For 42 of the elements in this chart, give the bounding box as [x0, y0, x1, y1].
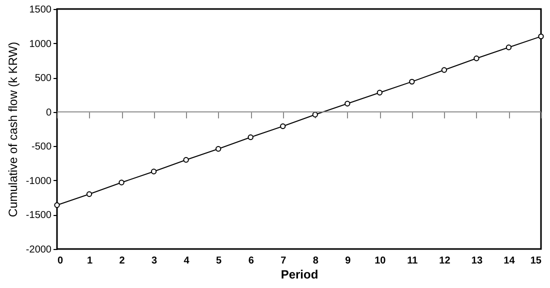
y-tick-label: -1000 [26, 176, 52, 187]
point [248, 134, 254, 140]
point [441, 67, 448, 73]
x-tick-label: 2 [119, 256, 126, 266]
point [538, 34, 544, 40]
x-tick-label: 9 [345, 256, 352, 266]
point [118, 180, 124, 186]
x-tick-label: 12 [439, 256, 451, 266]
x-tick-label: 0 [58, 256, 64, 266]
point [409, 78, 415, 85]
x-tick-label: 4 [184, 256, 190, 266]
y-tick-label: -2000 [26, 244, 52, 256]
point [54, 202, 60, 208]
point [474, 56, 480, 62]
y-tick-label: -1500 [26, 210, 52, 222]
y-tick-label: 500 [34, 73, 52, 84]
x-tick-label: 13 [471, 256, 483, 266]
x-tick-label: 5 [216, 256, 222, 266]
x-tick-label: 11 [407, 256, 418, 266]
x-tick-label: 10 [374, 256, 386, 266]
x-tick-label: 6 [248, 256, 254, 266]
y-tick-label: 1500 [29, 4, 52, 16]
x-tick-label: 3 [152, 256, 158, 266]
x-tick-label: 14 [504, 256, 516, 266]
x-tick-label: 1 [86, 256, 93, 266]
x-tick-label: 7 [280, 256, 287, 266]
point [506, 44, 512, 50]
point [86, 191, 92, 197]
point [215, 146, 222, 152]
point [344, 100, 350, 106]
x-tick-label: 15 [530, 256, 542, 266]
point [280, 123, 286, 130]
point [312, 112, 318, 118]
y-tick-label: -500 [31, 142, 52, 153]
point [183, 157, 189, 163]
y-axis-title: Cumulative of cash flow (k KRW) [6, 42, 20, 218]
point [150, 168, 157, 174]
y-tick-label: 0 [46, 107, 52, 118]
x-axis-title: Period [280, 268, 318, 282]
x-tick-label: 8 [312, 256, 319, 266]
point [376, 90, 383, 96]
y-tick-label: 1000 [29, 38, 52, 50]
